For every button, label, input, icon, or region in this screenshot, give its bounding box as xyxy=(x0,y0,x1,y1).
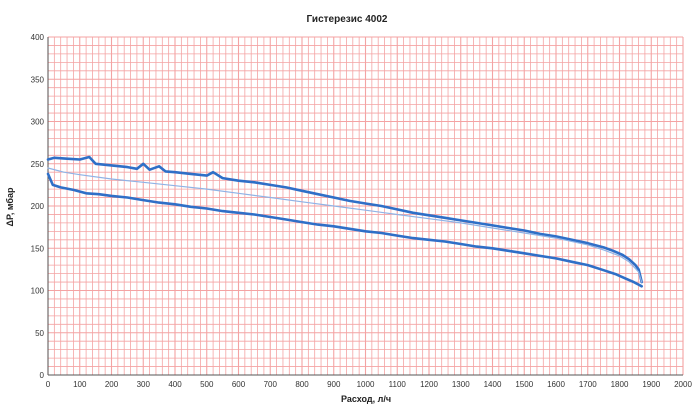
y-tick-label: 250 xyxy=(31,160,45,169)
x-tick-label: 800 xyxy=(295,380,309,389)
x-tick-label: 100 xyxy=(73,380,87,389)
x-tick-label: 1100 xyxy=(389,380,407,389)
x-tick-label: 300 xyxy=(137,380,151,389)
y-tick-label: 150 xyxy=(31,244,45,253)
series-line-middle xyxy=(47,167,643,283)
x-tick-label: 1600 xyxy=(547,380,565,389)
x-tick-label: 1800 xyxy=(611,380,629,389)
y-tick-label: 350 xyxy=(31,75,45,84)
grid xyxy=(47,36,684,376)
x-tick-label: 0 xyxy=(46,380,51,389)
y-tick-label: 400 xyxy=(31,33,45,42)
x-tick-label: 900 xyxy=(327,380,341,389)
y-tick-label: 200 xyxy=(31,202,45,211)
y-tick-labels: 0 50 100 150 200 250 300 350 400 xyxy=(31,33,45,380)
x-tick-label: 600 xyxy=(232,380,246,389)
x-tick-label: 1900 xyxy=(642,380,660,389)
series-layer xyxy=(46,155,643,288)
axes xyxy=(47,37,683,376)
chart-title: Гистерезис 4002 xyxy=(307,14,388,25)
x-tick-label: 1400 xyxy=(484,380,502,389)
series-line-upper xyxy=(46,155,643,284)
x-tick-labels: 0 100 200 300 400 500 600 700 800 900 1000 1100 1200… xyxy=(46,380,693,389)
x-tick-label: 200 xyxy=(105,380,119,389)
x-tick-label: 1700 xyxy=(579,380,597,389)
y-axis-label: ΔP, мбар xyxy=(5,187,15,226)
x-axis-label: Расход, л/ч xyxy=(341,394,391,404)
x-tick-label: 1300 xyxy=(452,380,470,389)
plot-area: 0 100 200 300 400 500 600 700 800 900 1000 1100 1200… xyxy=(31,33,693,389)
x-tick-label: 2000 xyxy=(674,380,692,389)
y-tick-label: 100 xyxy=(31,287,45,296)
x-tick-label: 1200 xyxy=(420,380,438,389)
x-tick-label: 700 xyxy=(264,380,278,389)
y-tick-label: 300 xyxy=(31,118,45,127)
y-tick-label: 50 xyxy=(35,329,44,338)
y-tick-label: 0 xyxy=(40,371,45,380)
series-line-lower xyxy=(46,172,643,288)
x-tick-label: 500 xyxy=(200,380,214,389)
x-tick-label: 1500 xyxy=(515,380,533,389)
x-tick-label: 400 xyxy=(168,380,182,389)
x-tick-label: 1000 xyxy=(357,380,375,389)
